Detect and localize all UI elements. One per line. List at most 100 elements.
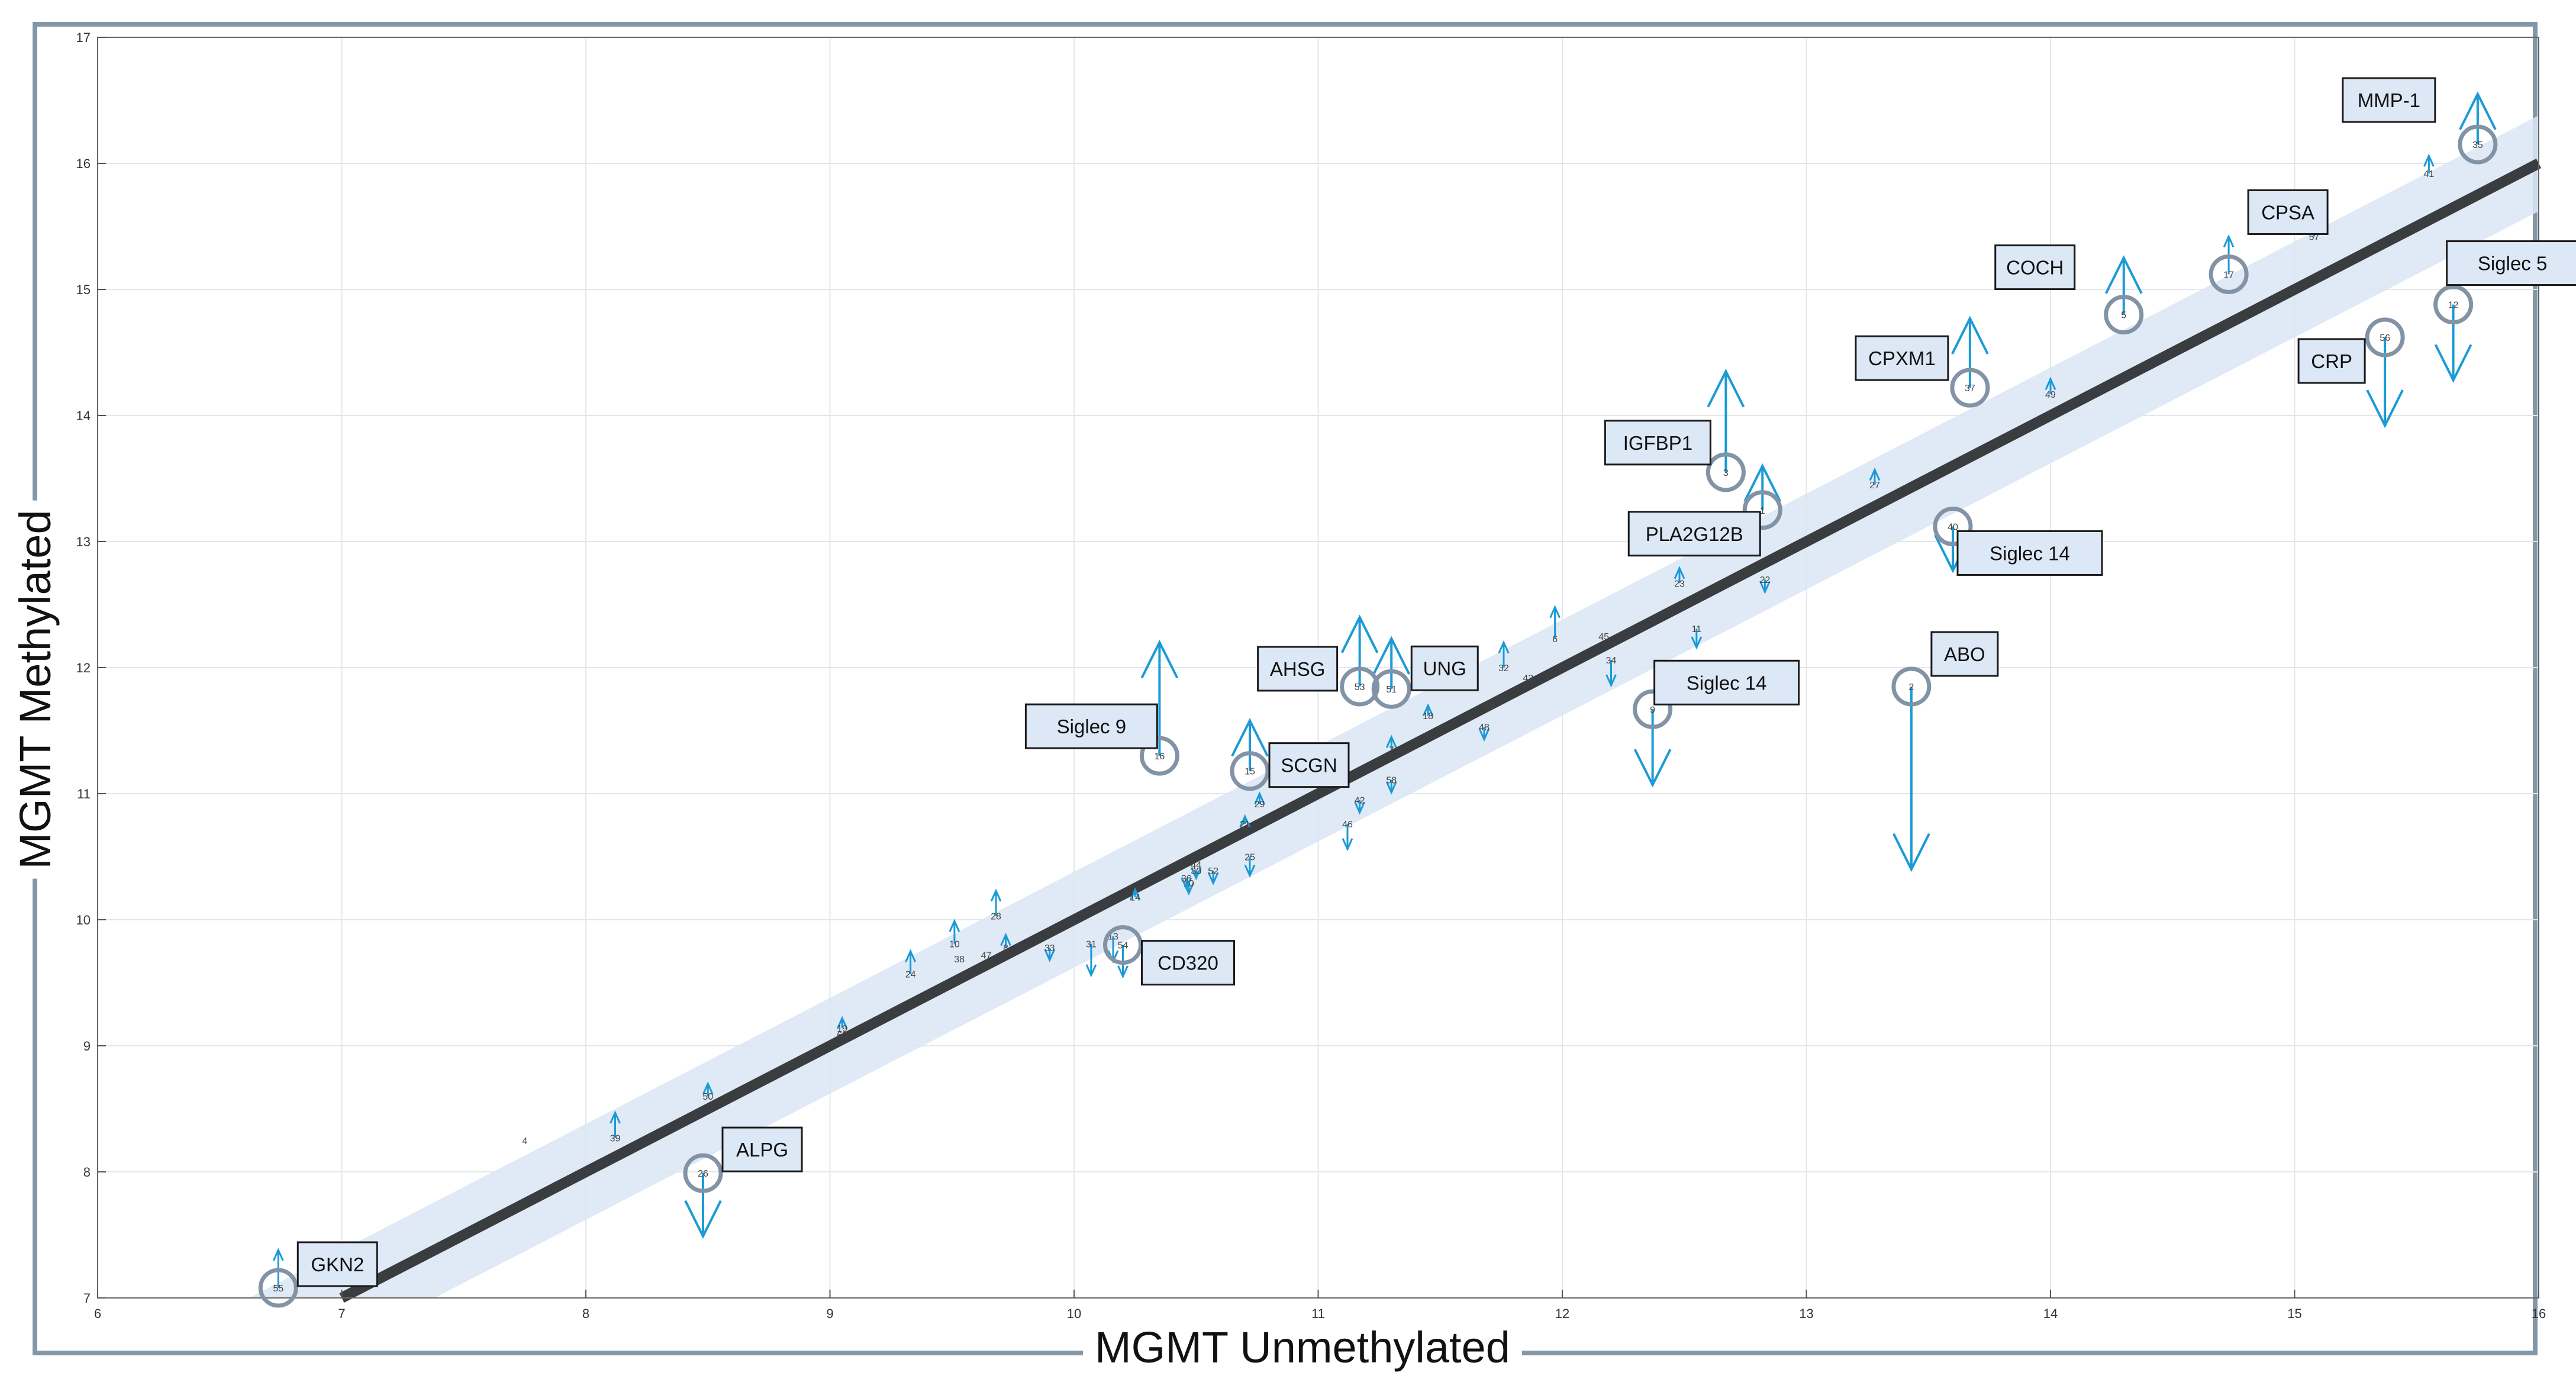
y-tick-label: 12: [76, 661, 91, 675]
gene-label: CPXM1: [1855, 335, 1949, 381]
x-tick-label: 7: [338, 1306, 345, 1321]
highlight-circle: [1742, 490, 1782, 530]
point-id-label: 8: [1003, 943, 1008, 953]
gene-label: GKN2: [296, 1241, 378, 1287]
y-tick-label: 11: [77, 787, 91, 801]
change-arrowhead: [1340, 614, 1379, 653]
point-id-label: 10: [949, 939, 960, 949]
gene-label-text: AHSG: [1270, 658, 1326, 680]
data-point: 14: [1129, 887, 1141, 903]
point-id-label: 3: [1723, 468, 1729, 478]
gene-label-box: [1024, 703, 1158, 749]
data-point: 17: [2209, 234, 2249, 294]
gene-label-box: [721, 1126, 803, 1172]
change-arrowhead: [836, 1016, 848, 1029]
change-arrowhead: [2366, 389, 2404, 429]
data-point: 55: [258, 1248, 298, 1308]
data-point: 12: [2433, 285, 2474, 383]
point-id-label: 4: [522, 1136, 527, 1146]
y-tick-label: 17: [76, 30, 91, 45]
gene-label: Siglec 14: [1956, 530, 2103, 576]
x-tick-label: 16: [2532, 1306, 2546, 1321]
x-tick-label: 15: [2287, 1306, 2301, 1321]
data-point: 16: [1139, 639, 1179, 776]
point-id-label: 12: [2448, 301, 2459, 311]
change-arrowhead: [1691, 636, 1703, 650]
data-point: 36: [1181, 874, 1192, 891]
gene-label: ABO: [1930, 631, 1999, 677]
highlight-circle: [1633, 689, 1673, 729]
change-arrowhead: [1254, 791, 1265, 805]
data-point: 23: [1674, 566, 1685, 589]
change-arrowhead: [1674, 566, 1685, 579]
gene-label-box: [1653, 659, 1800, 705]
highlight-circle: [683, 1153, 723, 1193]
gene-label-text: UNG: [1423, 658, 1466, 679]
data-point: 34: [1605, 656, 1617, 688]
change-arrowhead: [1000, 932, 1011, 946]
highlight-circle: [1230, 751, 1270, 791]
change-arrowhead: [1044, 949, 1056, 962]
data-point: 42: [1354, 796, 1365, 815]
gene-label-box: [2446, 240, 2576, 286]
data-point: 26: [683, 1153, 723, 1239]
confidence-band: [249, 115, 2539, 1298]
gene-label-text: Siglec 14: [1687, 672, 1767, 694]
data-point: 30: [1190, 866, 1202, 881]
change-arrowhead: [610, 1110, 621, 1124]
gene-labels: MMP-1 CPSA COCH Siglec 5 CRP CPXM1 IGFBP1 PLA2G…: [296, 77, 2576, 1287]
point-id-label: 23: [1674, 579, 1685, 589]
change-arrowhead: [1951, 315, 1989, 355]
gene-label-box: [1994, 244, 2076, 291]
point-id-label: 60: [837, 1030, 847, 1040]
data-point: 19: [836, 1016, 848, 1034]
y-tick-label: 13: [76, 534, 91, 549]
point-id-label: 24: [905, 970, 916, 980]
gene-label-box: [2297, 338, 2366, 384]
data-point: 8: [1000, 932, 1011, 953]
point-id-label: 31: [1086, 939, 1097, 949]
gene-label-box: [1930, 631, 1999, 677]
gene-label: CD320: [1141, 940, 1235, 986]
x-tick-label: 6: [94, 1306, 101, 1321]
gene-label-box: [1141, 940, 1235, 986]
point-id-label: 18: [1423, 711, 1433, 721]
gene-label: MMP-1: [2342, 77, 2436, 123]
data-point: 49: [2045, 376, 2056, 400]
point-id-label: 29: [1255, 800, 1265, 810]
change-arrowhead: [1207, 872, 1219, 885]
gene-label-text: Siglec 5: [2478, 253, 2547, 275]
data-point: 32: [1498, 640, 1510, 674]
point-id-label: 35: [2472, 140, 2483, 150]
highlight-circle: [1933, 506, 1973, 546]
point-id-label: 25: [1245, 853, 1255, 863]
change-arrowhead: [1892, 833, 1930, 872]
data-point: 28: [990, 888, 1002, 922]
gene-label-text: CPXM1: [1868, 347, 1936, 369]
change-arrowhead: [1707, 368, 1745, 408]
gene-label-text: ABO: [1944, 643, 1985, 665]
change-arrowhead: [949, 919, 960, 932]
data-point: 5: [2104, 255, 2144, 335]
x-tick-label: 10: [1067, 1306, 1081, 1321]
highlight-circle: [1139, 736, 1179, 776]
data-point: 48: [1478, 723, 1490, 742]
gene-label-text: ALPG: [736, 1139, 788, 1161]
gene-label-box: [1956, 530, 2103, 576]
data-point: 46: [1342, 820, 1353, 852]
point-id-label: 19: [837, 1024, 847, 1034]
point-id-label: 37: [1965, 384, 1975, 394]
point-id-label: 52: [1208, 866, 1218, 877]
data-point: 31: [1085, 939, 1097, 978]
highlight-circle: [258, 1268, 298, 1308]
gene-label-text: IGFBP1: [1623, 432, 1692, 454]
data-point: 58: [1385, 776, 1397, 795]
gene-label-text: COCH: [2006, 257, 2064, 279]
gene-label-box: [1604, 420, 1711, 466]
point-id-label: 21: [1240, 820, 1250, 830]
gene-label-text: PLA2G12B: [1646, 523, 1743, 545]
gene-label-text: MMP-1: [2358, 89, 2420, 111]
point-id-label: 49: [2045, 390, 2056, 400]
gene-label-text: Siglec 14: [1990, 542, 2070, 564]
